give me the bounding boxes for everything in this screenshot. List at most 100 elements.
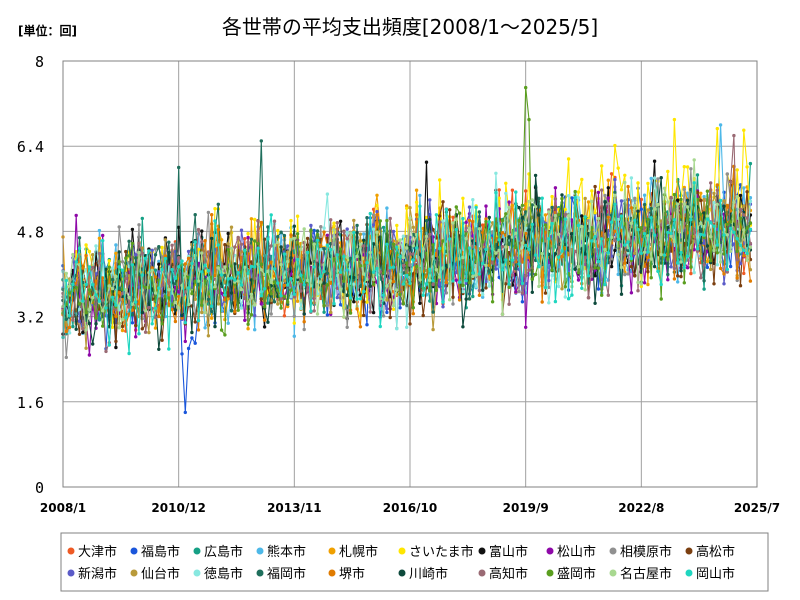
data-point	[702, 235, 706, 240]
data-point	[600, 264, 604, 268]
data-point	[84, 243, 88, 247]
data-point	[94, 279, 98, 283]
data-point	[163, 238, 168, 242]
data-point	[226, 321, 230, 325]
data-point	[481, 292, 485, 297]
data-point	[457, 298, 462, 302]
data-point	[646, 208, 650, 212]
data-point	[163, 256, 168, 261]
data-point	[464, 278, 468, 283]
y-tick-label: 1.6	[17, 394, 44, 412]
data-point	[414, 200, 419, 204]
data-point	[702, 279, 706, 283]
data-point	[540, 300, 544, 304]
data-point	[715, 188, 719, 192]
data-point	[517, 289, 521, 294]
data-point	[236, 279, 240, 283]
legend-item: 高知市	[478, 566, 528, 582]
data-point	[411, 258, 415, 262]
data-point	[362, 313, 366, 318]
data-point	[391, 265, 396, 269]
data-point	[550, 273, 554, 278]
data-point	[84, 311, 88, 315]
legend-marker	[546, 569, 554, 577]
data-point	[94, 244, 98, 248]
data-point	[355, 307, 359, 311]
data-point	[279, 245, 283, 249]
data-point	[639, 251, 643, 255]
data-point	[524, 189, 528, 193]
data-point	[666, 230, 670, 235]
data-point	[702, 211, 706, 215]
data-point	[550, 268, 554, 272]
data-point	[656, 177, 660, 181]
data-point	[193, 279, 197, 284]
data-point	[213, 207, 217, 211]
data-point	[600, 237, 604, 241]
data-point	[695, 173, 700, 177]
data-point	[573, 189, 577, 194]
data-point	[342, 230, 346, 234]
data-point	[699, 191, 703, 195]
data-point	[490, 300, 495, 304]
data-point	[656, 269, 660, 273]
data-point	[685, 266, 690, 270]
data-point	[157, 286, 161, 290]
data-point	[206, 292, 211, 296]
legend-marker	[67, 547, 75, 555]
data-point	[269, 300, 273, 305]
data-point	[444, 263, 449, 268]
data-point	[497, 238, 501, 242]
legend-label: 盛岡市	[557, 566, 596, 582]
data-point	[537, 213, 541, 217]
data-point	[448, 237, 452, 241]
data-point	[745, 165, 749, 169]
data-point	[583, 215, 587, 219]
data-point	[646, 255, 650, 260]
data-point	[77, 307, 82, 311]
data-point	[299, 289, 303, 293]
legend-item: 松山市	[546, 544, 596, 560]
data-point	[167, 250, 171, 255]
data-point	[424, 282, 429, 286]
data-point	[560, 287, 564, 291]
data-point	[570, 218, 574, 222]
data-point	[593, 301, 597, 305]
data-point	[371, 277, 376, 282]
legend-marker	[685, 547, 693, 555]
data-point	[507, 250, 511, 255]
data-point	[64, 355, 69, 360]
data-point	[692, 270, 696, 275]
data-point	[385, 307, 389, 311]
y-tick-label: 4.8	[17, 223, 44, 241]
legend-item: 福岡市	[256, 566, 306, 582]
legend-item: 岡山市	[685, 566, 735, 582]
data-point	[702, 233, 706, 237]
data-point	[543, 291, 548, 295]
data-point	[236, 271, 240, 275]
data-point	[97, 251, 102, 256]
data-point	[223, 273, 227, 277]
data-point	[140, 251, 144, 256]
data-point	[524, 210, 528, 214]
data-point	[87, 308, 92, 312]
data-point	[101, 324, 105, 328]
data-point	[239, 287, 244, 292]
data-point	[471, 271, 475, 275]
data-point	[87, 288, 92, 292]
data-point	[167, 240, 171, 244]
data-point	[659, 252, 663, 257]
data-point	[243, 318, 247, 322]
data-point	[557, 255, 561, 259]
data-point	[659, 176, 663, 180]
data-point	[325, 192, 330, 196]
data-point	[295, 277, 300, 282]
data-point	[484, 204, 488, 208]
data-point	[596, 216, 601, 221]
data-point	[481, 288, 485, 292]
data-point	[143, 330, 148, 334]
data-point	[520, 215, 525, 220]
data-point	[378, 219, 382, 223]
x-tick-label: 2025/7	[734, 501, 780, 515]
